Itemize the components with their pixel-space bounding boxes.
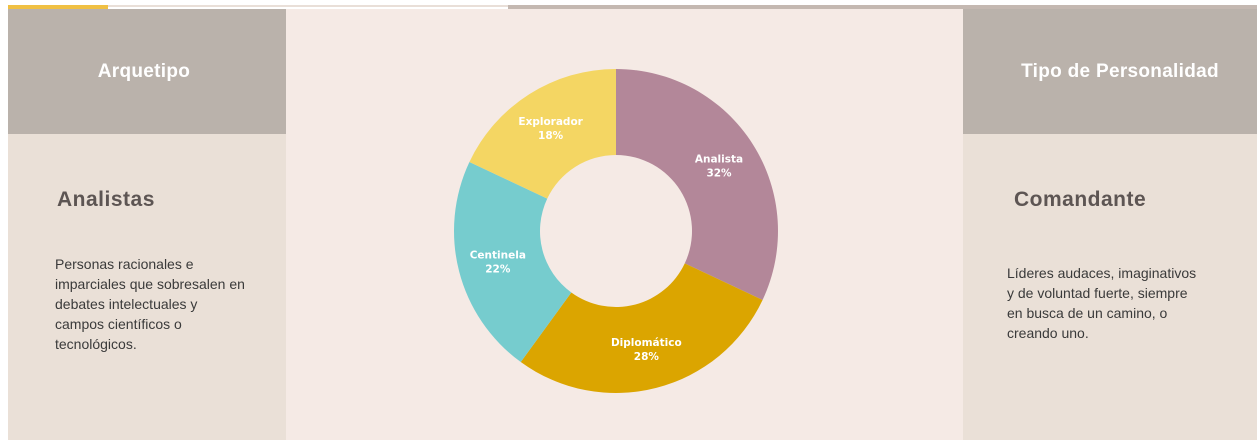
chart-panel: Analista 32% Diplomático 28% Centinela 22% Exp… [286,9,963,440]
slice-label-diplomatico: Diplomático [611,337,682,349]
archetype-header: Arquetipo [8,9,286,134]
donut-chart: Analista 32% Diplomático 28% Centinela 22% Exp… [454,69,778,393]
slice-label-centinela: Centinela [470,249,526,261]
slice-value-explorador: 18% [538,130,564,142]
top-divider-strip-right [508,5,1257,9]
top-accent-bar [8,5,108,9]
personality-header: Tipo de Personalidad [963,9,1257,134]
personality-title: Comandante [1014,188,1147,211]
slice-value-analista: 32% [706,168,732,180]
archetype-header-label: Arquetipo [97,60,191,82]
archetype-title: Analistas [57,188,155,211]
donut-slice-explorador [469,69,616,199]
slice-value-diplomatico: 28% [634,351,660,363]
personality-panel: Tipo de Personalidad Comandante Líderes … [963,9,1257,440]
donut-slice-centinela [454,162,572,363]
top-divider-strip [108,5,508,7]
slice-value-centinela: 22% [485,263,511,275]
personality-header-label: Tipo de Personalidad [1021,60,1219,82]
archetype-description: Personas racionales e imparciales que so… [55,256,245,352]
donut-slice-diplomatico [520,263,763,393]
slice-label-analista: Analista [695,154,743,166]
slice-label-explorador: Explorador [518,116,583,128]
personality-description: Líderes audaces, imaginativos y de volun… [1007,265,1197,341]
donut-slice-analista [616,69,778,300]
archetype-panel: Arquetipo Analistas Personas racionales … [8,9,286,440]
